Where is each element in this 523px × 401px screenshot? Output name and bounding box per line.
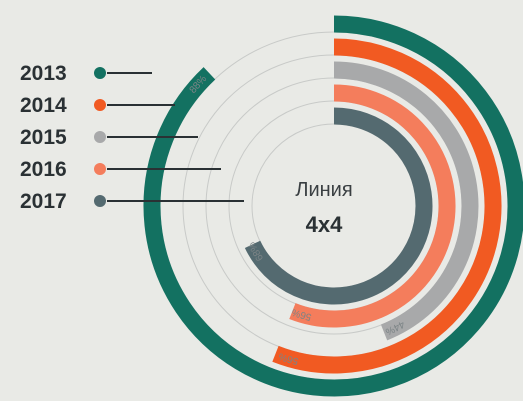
legend-label-2015: 2015 — [20, 126, 67, 149]
arc-2013 — [143, 15, 523, 397]
legend-dot-2016 — [94, 163, 106, 175]
percent-label-2014: 56% — [277, 350, 299, 366]
center-title: Линия — [295, 179, 352, 201]
center-subtitle: 4x4 — [306, 212, 343, 237]
legend-label-2017: 2017 — [20, 190, 67, 213]
arc-2015 — [333, 61, 479, 341]
percent-label-2016: 56% — [290, 306, 312, 322]
track-2017 — [251, 123, 417, 289]
legend-dot-2017 — [94, 195, 106, 207]
ring-tracks — [159, 31, 509, 381]
track-2013 — [159, 31, 509, 381]
track-2016 — [228, 100, 440, 312]
ring-arcs — [143, 15, 523, 397]
legend-dot-2013 — [94, 67, 106, 79]
arc-2016 — [289, 84, 456, 328]
arc-2014 — [272, 38, 502, 374]
legend-label-2014: 2014 — [20, 94, 67, 117]
legend-label-2013: 2013 — [20, 62, 67, 85]
legend: 2013 2014 2015 2016 2017 — [20, 62, 244, 213]
legend-label-2016: 2016 — [20, 158, 67, 181]
legend-dot-2015 — [94, 131, 106, 143]
legend-dot-2014 — [94, 99, 106, 111]
arc-2017 — [244, 107, 433, 305]
